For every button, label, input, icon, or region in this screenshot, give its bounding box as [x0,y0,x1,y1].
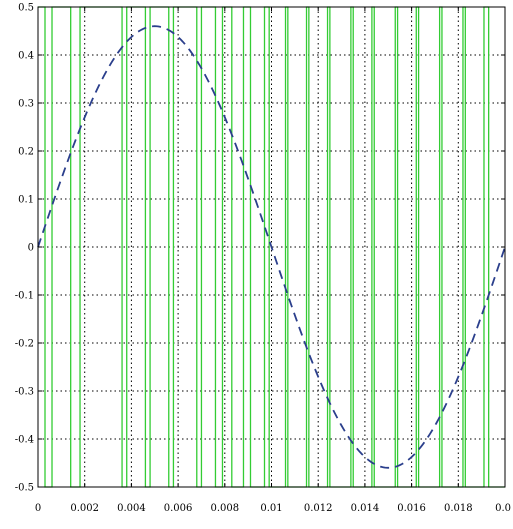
y-tick-label: 0.5 [18,3,34,14]
y-tick-label: -0.4 [15,435,34,446]
pwm-series [38,6,505,488]
y-tick-label: 0 [28,243,34,254]
y-tick-label: 0.4 [18,51,34,62]
sine-line [37,25,506,469]
x-tick-label: 0.004 [117,503,146,514]
x-tick-label: 0.002 [70,503,99,514]
y-tick-label: 0.1 [18,195,34,206]
y-tick-label: 0.3 [18,99,34,110]
x-tick-label: 0.016 [397,503,426,514]
y-tick-label: -0.3 [15,387,34,398]
x-tick-label: 0.012 [304,503,333,514]
x-tick-label: 0 [35,503,41,514]
sine-series [37,25,506,469]
x-tick-label: 0.01 [260,503,282,514]
y-tick-label: -0.5 [15,483,34,494]
y-tick-label: 0.2 [18,147,34,158]
ticks: 0 0.002 0.004 0.006 0.008 0.01 0.012 0.014 0.016… [15,3,511,515]
x-tick-label: 0.018 [444,503,473,514]
pwm-line [38,6,505,488]
x-tick-label: 0.0 [495,503,511,514]
x-tick-label: 0.006 [164,503,193,514]
y-tick-label: -0.2 [15,339,34,350]
y-tick-label: -0.1 [15,291,34,302]
x-tick-label: 0.008 [210,503,239,514]
x-tick-label: 0.014 [351,503,380,514]
